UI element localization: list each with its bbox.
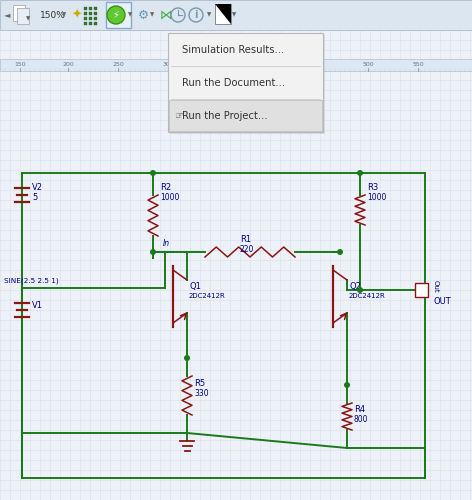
Bar: [94, 7, 97, 10]
Bar: [168, 33, 323, 132]
Circle shape: [184, 355, 190, 361]
Bar: [94, 12, 97, 15]
Text: ✦: ✦: [72, 8, 83, 22]
Text: 250: 250: [112, 62, 124, 68]
Text: ⚙: ⚙: [138, 8, 149, 22]
Text: ◄: ◄: [4, 10, 10, 20]
Bar: [84, 22, 87, 25]
Bar: [415, 283, 428, 297]
Bar: [89, 22, 92, 25]
Bar: [84, 12, 87, 15]
Text: ▼: ▼: [150, 12, 154, 18]
Text: 330: 330: [194, 388, 209, 398]
Text: ▼: ▼: [207, 12, 211, 18]
Text: 2DC2412R: 2DC2412R: [349, 293, 386, 299]
Text: ☞: ☞: [174, 111, 183, 121]
Text: Run the Project...: Run the Project...: [182, 111, 268, 121]
Text: ▼: ▼: [232, 12, 236, 18]
Text: 150%: 150%: [40, 10, 66, 20]
Text: 450: 450: [312, 62, 324, 68]
Text: In: In: [163, 240, 170, 248]
Bar: [169, 100, 322, 131]
Text: OUT: OUT: [433, 296, 451, 306]
Bar: [13, 5, 25, 21]
Bar: [0, 59, 472, 71]
Text: 1000: 1000: [160, 194, 179, 202]
Text: 550: 550: [412, 62, 424, 68]
Bar: [89, 12, 92, 15]
Text: 1000: 1000: [367, 194, 387, 202]
Bar: [215, 4, 231, 24]
Text: 150: 150: [14, 62, 26, 68]
Text: R1: R1: [240, 236, 251, 244]
Bar: [84, 17, 87, 20]
Circle shape: [150, 170, 156, 176]
Text: 350: 350: [212, 62, 224, 68]
Text: 400: 400: [262, 62, 274, 68]
Bar: [0, 0, 472, 30]
Text: V1: V1: [32, 300, 43, 310]
Circle shape: [357, 287, 363, 293]
Bar: [89, 7, 92, 10]
Circle shape: [150, 249, 156, 255]
Circle shape: [107, 6, 125, 24]
Text: SINE(2.5 2.5 1): SINE(2.5 2.5 1): [4, 278, 59, 284]
Text: Q2: Q2: [349, 282, 361, 290]
Text: 5: 5: [32, 194, 37, 202]
Text: 200: 200: [62, 62, 74, 68]
Text: i: i: [194, 10, 198, 20]
Text: R3: R3: [367, 184, 378, 192]
Text: Out: Out: [433, 280, 439, 292]
Text: R5: R5: [194, 378, 205, 388]
Text: Simulation Results...: Simulation Results...: [182, 45, 284, 55]
Text: 300: 300: [162, 62, 174, 68]
Circle shape: [337, 249, 343, 255]
Text: 220: 220: [240, 244, 254, 254]
Text: Run the Document...: Run the Document...: [182, 78, 285, 88]
Text: 500: 500: [362, 62, 374, 68]
Bar: [106, 2, 131, 28]
Bar: [17, 8, 29, 24]
Bar: [94, 17, 97, 20]
Circle shape: [357, 170, 363, 176]
Text: Q1: Q1: [189, 282, 201, 290]
Text: ⋈: ⋈: [160, 8, 172, 22]
Bar: [84, 7, 87, 10]
Polygon shape: [215, 4, 231, 24]
Text: ▼: ▼: [62, 12, 66, 18]
Text: R2: R2: [160, 184, 171, 192]
Bar: [89, 17, 92, 20]
Text: ⚡: ⚡: [112, 10, 119, 20]
Bar: [170, 35, 325, 134]
Text: 800: 800: [354, 416, 369, 424]
Text: ▼: ▼: [128, 12, 132, 18]
Bar: [94, 22, 97, 25]
Text: ▼: ▼: [26, 16, 30, 21]
Text: R4: R4: [354, 406, 365, 414]
Circle shape: [344, 382, 350, 388]
Text: V2: V2: [32, 184, 43, 192]
Text: 2DC2412R: 2DC2412R: [189, 293, 226, 299]
